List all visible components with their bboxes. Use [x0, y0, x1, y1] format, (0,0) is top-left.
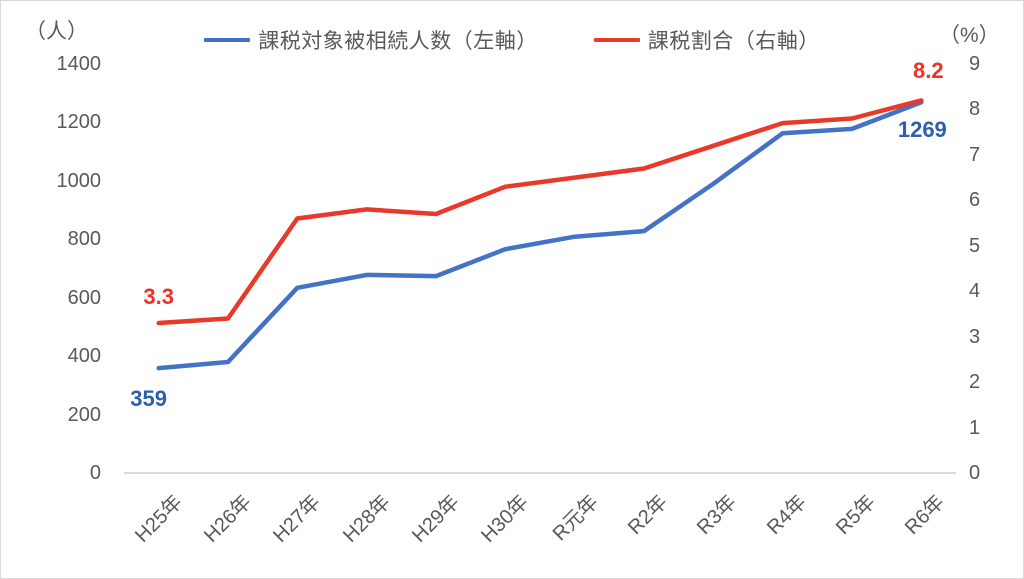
right-axis-tick-label: 6 [969, 189, 981, 212]
blue-line-swatch [204, 38, 251, 42]
right-axis-unit-label: （%） [939, 24, 1000, 47]
chart-legend: 課税対象被相続人数（左軸） 課税割合（右軸） [1, 25, 1023, 55]
right-axis-tick-label: 0 [969, 462, 981, 484]
left-axis-tick-label: 0 [89, 462, 101, 484]
red-line-swatch [593, 38, 640, 42]
right-axis-tick-label: 2 [969, 371, 981, 394]
left-axis-tick-label: 600 [67, 286, 101, 309]
left-axis-unit-label: （人） [25, 20, 88, 43]
right-axis-tick-label: 9 [969, 53, 981, 75]
right-axis-tick-label: 1 [969, 416, 981, 439]
data-point-label: 1269 [897, 117, 947, 143]
left-axis-tick-label: 1000 [56, 169, 102, 192]
data-point-label: 3.3 [143, 284, 174, 310]
right-axis-tick-label: 8 [969, 98, 981, 121]
data-point-label: 359 [130, 386, 168, 412]
left-axis-tick-label: 200 [67, 403, 101, 426]
left-axis-tick-label: 1400 [56, 53, 102, 75]
data-point-label: 8.2 [913, 58, 944, 84]
series-line-blue [156, 100, 924, 371]
left-axis-tick-label: 800 [67, 228, 101, 251]
left-axis-tick-label: 400 [67, 345, 101, 368]
legend-label: 課税対象被相続人数（左軸） [258, 30, 538, 53]
left-axis-tick-label: 1200 [56, 111, 102, 134]
series-line-red [156, 98, 924, 326]
right-axis-tick-label: 4 [969, 280, 981, 303]
right-axis-tick-label: 5 [969, 234, 981, 257]
right-axis-tick-label: 3 [969, 325, 981, 348]
legend-item-taxation-ratio: 課税割合（右軸） [593, 25, 820, 55]
legend-item-taxable-decedents: 課税対象被相続人数（左軸） [204, 25, 538, 55]
legend-label: 課税割合（右軸） [647, 30, 820, 53]
right-axis-tick-label: 7 [969, 143, 981, 166]
